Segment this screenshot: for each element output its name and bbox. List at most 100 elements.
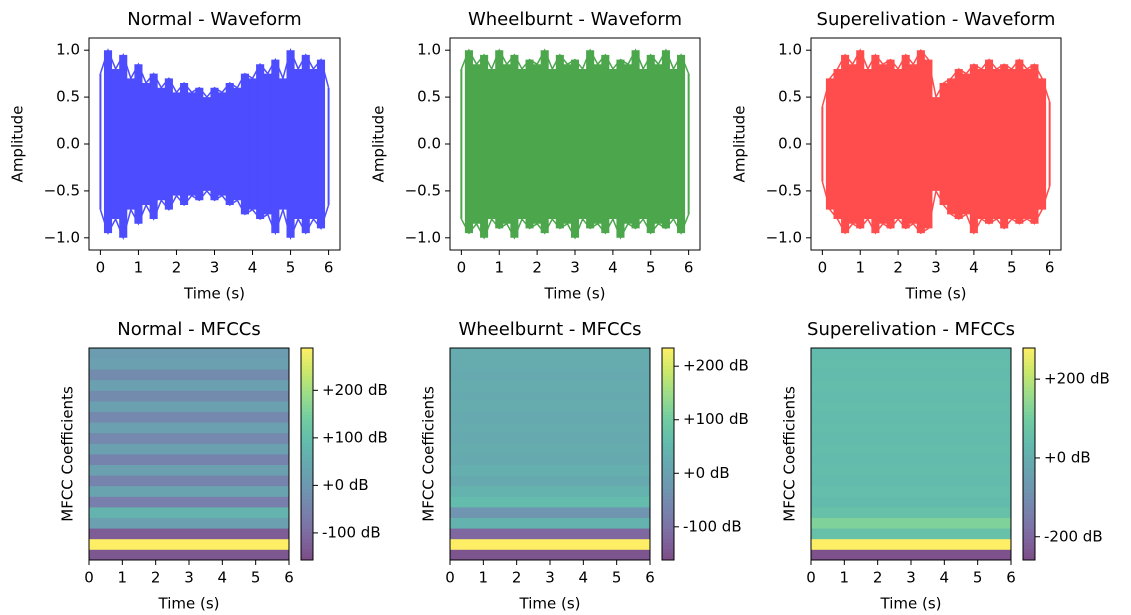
colorbar-gradient [1023,545,1035,550]
heatmap-cell [89,454,289,465]
x-axis-label: Time (s) [880,595,942,613]
heatmap-cell [89,549,289,561]
heatmap-cell [811,348,1011,359]
x-tick-label: 0 [84,569,94,587]
colorbar-gradient [301,524,313,529]
colorbar-gradient [662,443,674,448]
colorbar-frame [1022,347,1036,561]
heatmap-cell [811,485,1011,497]
colorbar-gradient [662,411,674,416]
colorbar-gradient [301,549,313,554]
colorbar-gradient [662,355,674,360]
colorbar-gradient [662,429,674,434]
x-tick-label: 2 [532,259,542,277]
colorbar-gradient [1023,365,1035,370]
heatmap-cell [450,475,650,487]
colorbar-gradient [301,482,313,487]
colorbar-gradient [301,464,313,469]
colorbar-gradient [1023,439,1035,444]
colorbar-gradient [662,454,674,459]
heatmap-cell [89,390,289,402]
heatmap-cell [89,464,289,476]
heatmap-cell [450,422,650,434]
waveform-envelope [460,214,690,240]
y-tick-label: 0.5 [417,88,441,106]
x-tick-label: 6 [684,259,694,277]
colorbar-gradient [1023,468,1035,473]
colorbar-gradient [662,457,674,462]
colorbar-gradient [662,376,674,381]
y-tick-label: 0.0 [417,135,441,153]
heatmap-cell [811,454,1011,465]
x-tick-label: 3 [545,569,555,587]
y-tick-label: 1.0 [417,41,441,59]
colorbar-gradient [1023,443,1035,448]
heatmap-cell [450,496,650,508]
heatmap-cell [89,475,289,487]
x-tick-label: 5 [1007,259,1017,277]
colorbar-gradient [301,386,313,391]
colorbar-tick-label: +0 dB [1044,448,1091,466]
colorbar-gradient [1023,492,1035,497]
heatmap-cell [89,485,289,497]
colorbar-gradient [301,348,313,353]
heatmap-cell [811,464,1011,476]
waveform-envelope [460,48,690,74]
colorbar-gradient [301,517,313,522]
colorbar-gradient [662,446,674,451]
colorbar-gradient [662,464,674,469]
colorbar-tick-label: -100 dB [322,523,381,541]
colorbar-gradient [1023,507,1035,512]
colorbar-gradient [1023,478,1035,483]
colorbar-gradient [1023,496,1035,501]
heatmap-cell [89,411,289,423]
colorbar-gradient [1023,552,1035,557]
colorbar-gradient [662,485,674,490]
colorbar-gradient [662,425,674,430]
x-tick-label: 5 [612,569,622,587]
colorbar-gradient [662,379,674,384]
colorbar-gradient [1023,457,1035,462]
colorbar-frame [661,347,675,561]
colorbar-tick-label: +100 dB [683,410,749,428]
colorbar-gradient [1023,485,1035,490]
colorbar-gradient [662,390,674,395]
x-tick-label: 5 [973,569,983,587]
colorbar-gradient [301,404,313,409]
colorbar-gradient [662,517,674,522]
axes-frame [449,347,651,561]
colorbar-gradient [1023,535,1035,540]
colorbar-gradient [662,393,674,398]
colorbar-gradient [662,521,674,526]
waveform-envelope [99,189,330,241]
colorbar-gradient [301,531,313,536]
subplot-title: Wheelburnt - Waveform [468,9,682,30]
y-tick-label: 0.0 [778,135,802,153]
axes-frame [810,347,1012,561]
colorbar-gradient [662,549,674,554]
colorbar-gradient [662,503,674,508]
colorbar-gradient [1023,393,1035,398]
colorbar-gradient [662,489,674,494]
x-tick-label: 3 [210,259,220,277]
colorbar-gradient [301,499,313,504]
colorbar-gradient [301,429,313,434]
colorbar-gradient [301,355,313,360]
colorbar-gradient [662,401,674,406]
x-tick-label: 5 [286,259,296,277]
colorbar-gradient [301,439,313,444]
waveform-envelope [99,47,330,99]
colorbar-gradient [1023,471,1035,476]
colorbar-gradient [1023,351,1035,356]
colorbar-gradient [1023,436,1035,441]
y-axis-label: MFCC Coefficients [781,386,799,522]
colorbar-gradient [301,379,313,384]
colorbar-gradient [1023,358,1035,363]
colorbar-gradient [1023,464,1035,469]
waveform-envelope [821,48,1051,107]
y-tick-label: −0.5 [766,181,802,199]
y-axis-label: Amplitude [370,106,388,183]
heatmap-cell [811,528,1011,540]
colorbar-gradient [1023,556,1035,561]
x-tick-label: 1 [134,259,144,277]
